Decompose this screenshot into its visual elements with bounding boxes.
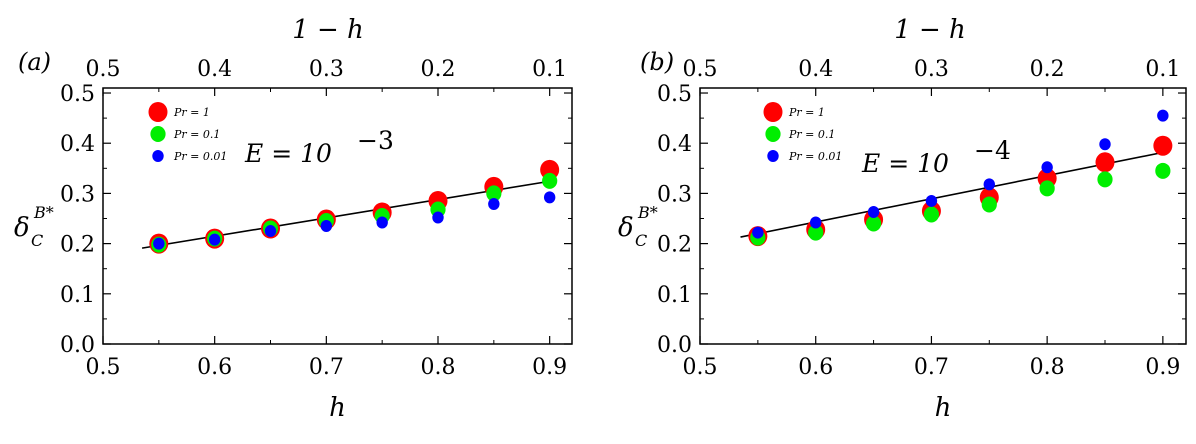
legend-marker xyxy=(765,126,781,142)
energy-annotation-exponent: −3 xyxy=(357,126,394,155)
legend-label: Pr = 0.1 xyxy=(788,128,835,141)
x-tick-label: 0.8 xyxy=(421,355,456,380)
y-tick-label: 0.2 xyxy=(657,233,692,258)
legend-label: Pr = 1 xyxy=(173,106,210,119)
data-point xyxy=(1039,180,1055,197)
panel-label: (b) xyxy=(640,48,674,76)
data-point xyxy=(1041,161,1053,174)
axes-frame xyxy=(102,87,573,345)
x-tick-label: 0.7 xyxy=(914,355,949,380)
data-point xyxy=(983,178,995,191)
top-tick-label: 0.1 xyxy=(532,57,567,82)
data-point xyxy=(376,216,388,229)
data-point xyxy=(925,194,938,207)
data-point xyxy=(865,215,882,232)
y-tick-label: 0.1 xyxy=(60,283,95,308)
axes-frame xyxy=(699,87,1187,345)
data-point xyxy=(1155,162,1171,179)
legend-marker xyxy=(148,102,168,122)
y-tick-label: 0.0 xyxy=(657,333,692,358)
data-point xyxy=(1095,152,1115,173)
legend-label: Pr = 1 xyxy=(788,106,825,119)
x-tick-label: 0.6 xyxy=(798,355,833,380)
data-point xyxy=(981,196,997,213)
y-tick-label: 0.5 xyxy=(657,82,692,107)
data-point xyxy=(810,216,822,229)
x-tick-label: 0.7 xyxy=(309,355,344,380)
data-point xyxy=(923,206,940,223)
panel-label: (a) xyxy=(18,48,51,76)
legend: Pr = 1 Pr = 0.1 Pr = 0.01 xyxy=(763,102,842,163)
data-point xyxy=(808,224,824,241)
top-axis-title: 1 − h xyxy=(894,15,966,45)
data-point xyxy=(542,172,558,189)
y-axis-title-sub: C xyxy=(31,231,43,250)
x-axis-title: h xyxy=(329,393,346,423)
series-pr-0-01 xyxy=(153,191,556,250)
legend-marker xyxy=(767,150,779,162)
data-point xyxy=(867,205,880,218)
data-point xyxy=(752,226,764,239)
chart-panel-a: 0.50.50.60.40.70.30.80.20.90.10.00.10.20… xyxy=(14,15,573,423)
x-tick-label: 0.9 xyxy=(1145,355,1180,380)
data-point xyxy=(320,220,333,233)
series-pr-0-01 xyxy=(752,109,1169,239)
y-axis-title-sup: B* xyxy=(33,203,54,222)
y-tick-label: 0.5 xyxy=(60,82,95,107)
data-point xyxy=(488,197,500,210)
top-tick-label: 0.2 xyxy=(421,57,456,82)
x-tick-label: 0.9 xyxy=(532,355,567,380)
top-tick-label: 0.5 xyxy=(86,57,121,82)
energy-annotation: E = 10 xyxy=(861,149,949,178)
data-point xyxy=(432,211,444,224)
data-point xyxy=(153,237,165,250)
y-tick-label: 0.2 xyxy=(60,233,95,258)
legend-label: Pr = 0.01 xyxy=(788,150,842,163)
data-point xyxy=(264,225,277,238)
y-tick-label: 0.4 xyxy=(657,132,692,157)
y-tick-label: 0.3 xyxy=(60,182,95,207)
top-tick-label: 0.4 xyxy=(197,57,232,82)
y-axis-title-main: δ xyxy=(14,213,30,243)
data-point xyxy=(1099,138,1111,151)
x-tick-label: 0.6 xyxy=(197,355,232,380)
top-tick-label: 0.2 xyxy=(1030,57,1065,82)
legend-marker xyxy=(152,150,164,162)
legend-marker xyxy=(763,102,783,122)
data-point xyxy=(1157,109,1169,122)
y-axis-title-sup: B* xyxy=(637,203,658,222)
data-point xyxy=(543,191,556,204)
y-axis-title: δ C B* xyxy=(14,203,54,250)
x-tick-label: 0.8 xyxy=(1030,355,1065,380)
y-axis-title-main: δ xyxy=(618,213,634,243)
top-tick-label: 0.3 xyxy=(309,57,344,82)
legend-label: Pr = 0.01 xyxy=(173,150,227,163)
data-point xyxy=(1153,135,1173,156)
y-axis-title-sub: C xyxy=(635,231,647,250)
data-point xyxy=(1097,171,1113,188)
top-axis-title: 1 − h xyxy=(292,15,364,45)
x-tick-label: 0.5 xyxy=(683,355,718,380)
top-tick-label: 0.1 xyxy=(1145,57,1180,82)
chart-panel-b: 0.50.50.60.40.70.30.80.20.90.10.00.10.20… xyxy=(618,15,1187,423)
data-point xyxy=(486,185,502,202)
legend-label: Pr = 0.1 xyxy=(173,128,220,141)
top-tick-label: 0.4 xyxy=(798,57,833,82)
y-tick-label: 0.0 xyxy=(60,333,95,358)
x-tick-label: 0.5 xyxy=(86,355,121,380)
y-axis-title: δ C B* xyxy=(618,203,658,250)
energy-annotation-exponent: −4 xyxy=(974,136,1011,165)
series-pr-0-1 xyxy=(750,162,1171,246)
x-axis-title: h xyxy=(935,393,952,423)
energy-annotation: E = 10 xyxy=(244,139,332,168)
data-point xyxy=(208,233,221,246)
y-tick-label: 0.3 xyxy=(657,182,692,207)
legend-marker xyxy=(150,126,166,142)
y-tick-label: 0.4 xyxy=(60,132,95,157)
top-tick-label: 0.3 xyxy=(914,57,949,82)
y-tick-label: 0.1 xyxy=(657,283,692,308)
legend: Pr = 1 Pr = 0.1 Pr = 0.01 xyxy=(148,102,227,163)
top-tick-label: 0.5 xyxy=(683,57,718,82)
